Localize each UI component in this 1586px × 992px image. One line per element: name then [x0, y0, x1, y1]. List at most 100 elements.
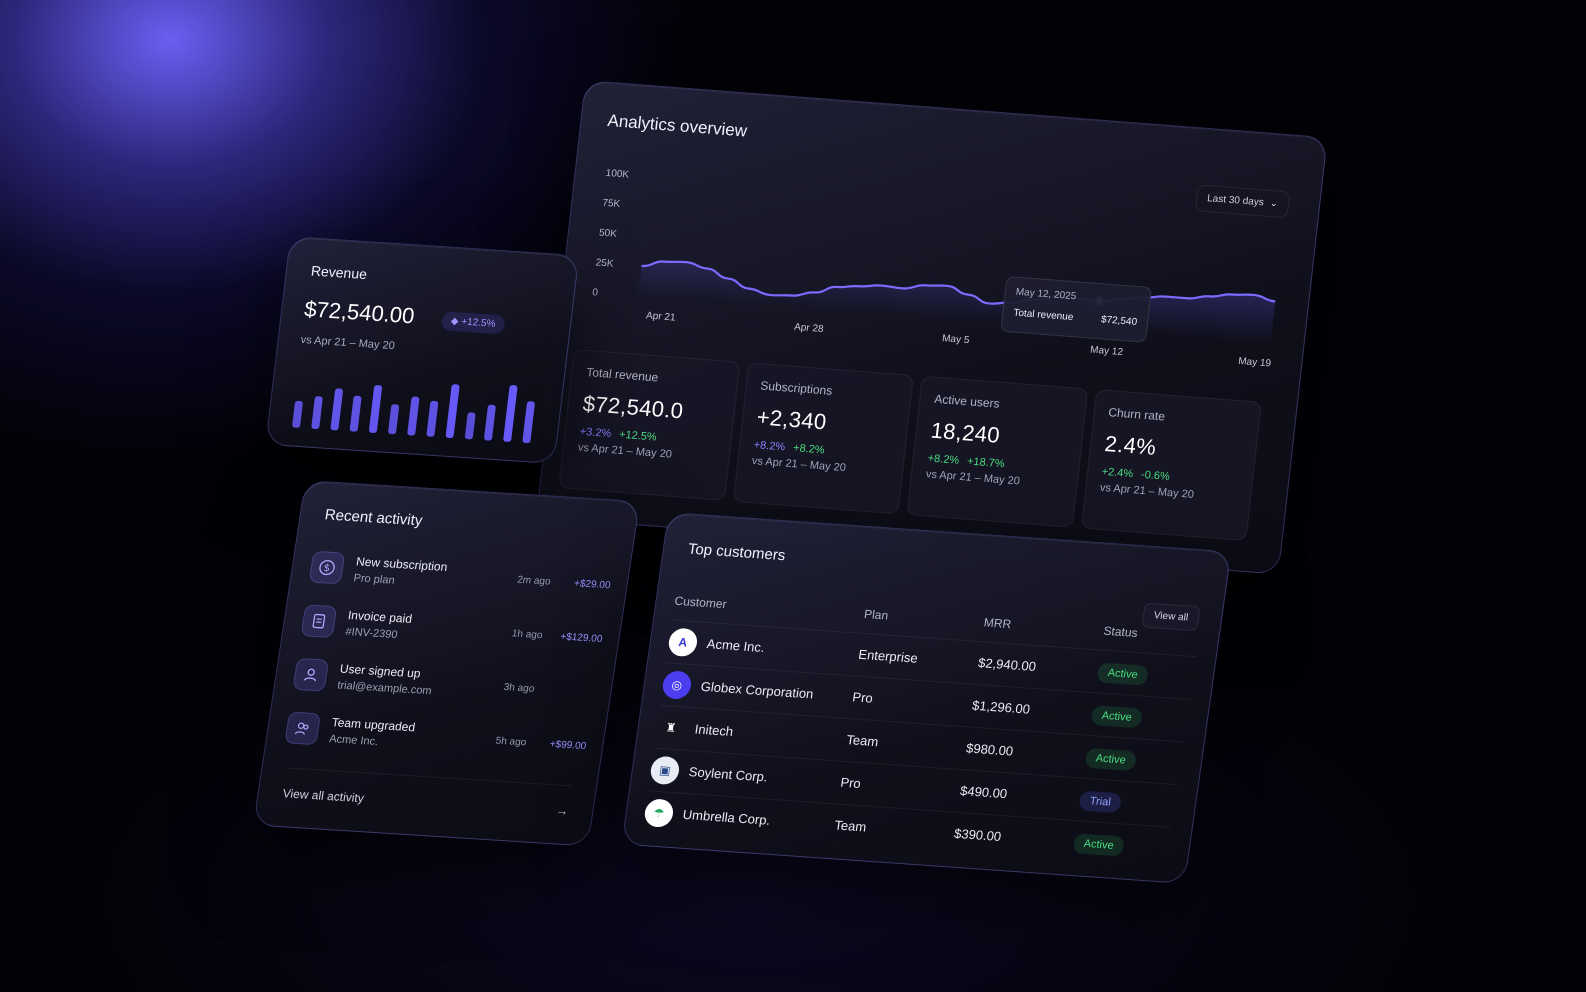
stat-change-b: -0.6%	[1140, 468, 1171, 483]
activity-amount	[544, 689, 594, 692]
analytics-overview-card: Analytics overview Last 30 days ⌄ 100K 75…	[535, 80, 1328, 575]
activity-title: Recent activity	[323, 506, 424, 530]
customer-name: Soylent Corp.	[687, 764, 769, 785]
activity-item[interactable]: User signed up trial@example.com 3h ago	[291, 647, 599, 719]
stat-change-b: +18.7%	[966, 455, 1006, 471]
revenue-bar	[292, 400, 303, 428]
status-badge: Active	[1096, 662, 1150, 686]
status-badge: Active	[1090, 705, 1144, 729]
x-tick-label: May 19	[1238, 356, 1272, 369]
x-tick-label: May 12	[1090, 345, 1124, 358]
revenue-line-chart: 100K 75K 50K 25K 0 Apr 21 Apr 28 May 5 May 12 May…	[577, 142, 1297, 395]
revenue-badge-text: +12.5%	[460, 316, 497, 330]
status-badge: Active	[1072, 833, 1125, 857]
revenue-card[interactable]: Revenue $72,540.00 ◆ +12.5% vs Apr 21 – …	[265, 236, 580, 465]
stat-total-revenue[interactable]: Total revenue $72,540.0 +3.2% +12.5% vs …	[558, 348, 740, 501]
revenue-bar	[388, 404, 400, 435]
y-tick-label: 25K	[595, 257, 614, 269]
tooltip-label: Total revenue	[1012, 307, 1074, 324]
team-icon	[284, 711, 322, 746]
customer-name: Umbrella Corp.	[681, 807, 772, 829]
customer-name: Acme Inc.	[705, 636, 766, 656]
stat-change-a: +8.2%	[753, 439, 786, 454]
customer-mrr: $390.00	[951, 811, 1077, 863]
stat-change-a: +8.2%	[927, 452, 960, 467]
stat-change-b: +8.2%	[792, 442, 826, 457]
revenue-bar	[445, 384, 460, 439]
activity-list: $ New subscription Pro plan 2m ago +$29.…	[283, 540, 615, 773]
activity-item[interactable]: $ New subscription Pro plan 2m ago +$29.…	[307, 540, 615, 612]
stat-value: +2,340	[755, 404, 828, 435]
activity-item[interactable]: Team upgraded Acme Inc. 5h ago +$99.00	[283, 701, 591, 773]
stat-active-users[interactable]: Active users 18,240 +8.2% +18.7% vs Apr …	[906, 375, 1088, 528]
stat-label: Churn rate	[1107, 405, 1166, 424]
invoice-icon	[300, 604, 338, 639]
activity-time: 5h ago	[494, 735, 528, 748]
stat-label: Subscriptions	[759, 378, 834, 398]
revenue-comparison: vs Apr 21 – May 20	[300, 333, 396, 353]
stat-value: 18,240	[929, 417, 1002, 448]
x-tick-label: Apr 28	[793, 322, 824, 335]
revenue-bar	[426, 400, 439, 437]
stat-churn-rate[interactable]: Churn rate 2.4% +2.4% -0.6% vs Apr 21 – …	[1080, 389, 1262, 542]
tooltip-value: $72,540	[1100, 314, 1138, 329]
revenue-bar	[464, 412, 476, 440]
recent-activity-card: Recent activity $ New subscription Pro p…	[252, 480, 641, 847]
header-status[interactable]: Status	[1102, 623, 1139, 640]
activity-time: 1h ago	[511, 627, 544, 641]
revenue-bar	[522, 401, 535, 444]
view-all-activity-label: View all activity	[281, 786, 365, 806]
revenue-bar	[311, 396, 323, 430]
stat-subscriptions[interactable]: Subscriptions +2,340 +8.2% +8.2% vs Apr …	[732, 362, 914, 515]
customers-title: Top customers	[686, 540, 787, 565]
stat-change-b: +12.5%	[618, 428, 658, 444]
series-line	[641, 260, 1276, 305]
view-all-activity-link[interactable]: View all activity →	[281, 767, 573, 819]
initech-logo-icon: ♜	[655, 712, 687, 743]
arrow-right-icon: →	[555, 803, 570, 819]
activity-amount: +$99.00	[548, 738, 587, 752]
umbrella-logo-icon: ☂	[643, 797, 675, 828]
dollar-icon: $	[308, 550, 346, 585]
y-tick-label: 100K	[605, 168, 630, 181]
y-tick-label: 0	[592, 287, 599, 298]
status-badge: Trial	[1078, 790, 1123, 814]
x-tick-label: Apr 21	[645, 310, 676, 323]
stat-value: $72,540.0	[581, 390, 685, 424]
revenue-value: $72,540.00	[302, 296, 416, 329]
globex-logo-icon: ◎	[661, 669, 693, 700]
activity-time: 2m ago	[516, 574, 552, 588]
stat-label: Active users	[933, 391, 1001, 411]
revenue-bar	[503, 385, 518, 442]
activity-amount: +$29.00	[573, 577, 612, 591]
y-tick-label: 75K	[602, 198, 621, 210]
stat-change-a: +2.4%	[1101, 465, 1134, 481]
stat-change-a: +3.2%	[579, 425, 612, 441]
x-tick-label: May 5	[942, 333, 971, 346]
y-tick-label: 50K	[598, 228, 617, 240]
soylent-logo-icon: ▣	[649, 755, 681, 785]
revenue-bar	[484, 404, 496, 441]
stat-label: Total revenue	[585, 365, 660, 385]
tooltip-date: May 12, 2025	[1015, 286, 1077, 303]
customer-name: Initech	[693, 721, 735, 740]
revenue-bar	[407, 396, 420, 436]
svg-text:$: $	[323, 563, 331, 574]
activity-amount: +$129.00	[559, 630, 604, 645]
top-customers-card: Top customers View all Customer Plan MRR…	[621, 512, 1232, 884]
stat-value: 2.4%	[1103, 431, 1158, 460]
customer-plan: Team	[831, 803, 958, 855]
acme-logo-icon: A	[667, 626, 699, 657]
analytics-title: Analytics overview	[606, 110, 749, 141]
revenue-change-badge: ◆ +12.5%	[440, 311, 506, 335]
activity-time: 3h ago	[503, 681, 536, 695]
revenue-bar	[369, 385, 383, 433]
revenue-title: Revenue	[310, 262, 368, 283]
activity-item[interactable]: Invoice paid #INV-2390 1h ago +$129.00	[299, 593, 607, 665]
revenue-bar-chart	[292, 384, 535, 444]
customer-name: Globex Corporation	[699, 678, 815, 702]
revenue-bar	[349, 395, 362, 432]
customers-table: Customer Plan MRR Status A Acme Inc. Ent…	[642, 582, 1201, 870]
chart-tooltip: May 12, 2025 Total revenue $72,540	[1000, 275, 1153, 343]
